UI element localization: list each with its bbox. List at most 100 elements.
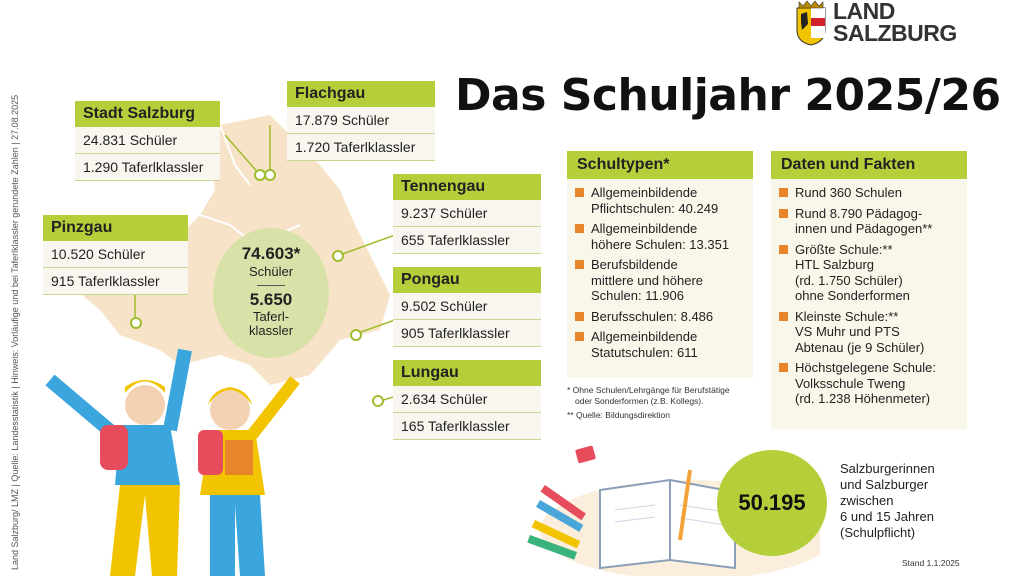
region-stadt-salzburg: Stadt Salzburg 24.831 Schüler 1.290 Tafe…: [75, 101, 220, 181]
sharpener-icon: [575, 445, 596, 464]
population-line: zwischen: [840, 493, 894, 508]
item-line: mittlere und höhere: [591, 272, 704, 288]
item-line: VS Muhr und PTS: [795, 324, 900, 339]
region-name: Pongau: [393, 267, 541, 293]
pencil-icon: [678, 469, 692, 541]
item-line: innen und Pädagogen**: [795, 221, 933, 236]
footnote: * Ohne Schulen/Lehrgänge für Berufstätig…: [567, 385, 730, 421]
item-line: Schulen: 11.906: [591, 288, 684, 303]
region-name: Stadt Salzburg: [75, 101, 220, 127]
item-line: HTL Salzburg: [795, 257, 874, 272]
list-item: Allgemeinbildende Pflichtschulen: 40.249: [575, 185, 745, 216]
item-line: Rund 360 Schulen: [795, 185, 902, 200]
item-line: Allgemeinbildende: [591, 329, 698, 344]
total-taferl-label-2: klassler: [248, 323, 294, 338]
region-schueler: 10.520 Schüler: [43, 241, 188, 268]
item-line: Allgemeinbildende: [591, 185, 698, 200]
list-item: Rund 8.790 Pädagog- innen und Pädagogen*…: [779, 206, 959, 237]
bullet-icon: [575, 224, 584, 233]
item-line: Abtenau (je 9 Schüler): [795, 339, 925, 355]
list-item: Höchstgelegene Schule: Volksschule Tweng…: [779, 360, 959, 407]
population-line: (Schulpflicht): [840, 525, 916, 540]
footnote-line: ** Quelle: Bildungsdirektion: [567, 410, 671, 420]
marker-pinzgau: [130, 317, 142, 329]
bullet-icon: [575, 332, 584, 341]
fakten-box: Daten und Fakten Rund 360 Schulen Rund 8…: [771, 151, 967, 429]
list-item: Rund 360 Schulen: [779, 185, 959, 201]
marker-stadt: [254, 169, 266, 181]
bullet-icon: [779, 188, 788, 197]
item-line: Berufsschulen: 8.486: [591, 308, 714, 324]
region-pongau: Pongau 9.502 Schüler 905 Taferlklassler: [393, 267, 541, 347]
region-taferl: 905 Taferlklassler: [393, 320, 541, 347]
region-lungau: Lungau 2.634 Schüler 165 Taferlklassler: [393, 360, 541, 440]
schultypen-list: Allgemeinbildende Pflichtschulen: 40.249…: [567, 179, 753, 371]
total-schueler-label: Schüler: [248, 264, 294, 279]
region-tennengau: Tennengau 9.237 Schüler 655 Taferlklassl…: [393, 174, 541, 254]
list-item: Allgemeinbildende Statutschulen: 611: [575, 329, 745, 360]
side-credit: Land Salzburg/ LMZ | Quelle: Landesstati…: [6, 40, 26, 570]
region-taferl: 1.290 Taferlklassler: [75, 154, 220, 181]
coat-of-arms-icon: [796, 0, 826, 46]
item-line: Rund 8.790 Pädagog-: [795, 205, 923, 221]
total-circle: 74.603* Schüler 5.650 Taferl- klassler: [213, 228, 329, 358]
list-item: Größte Schule:** HTL Salzburg (rd. 1.750…: [779, 242, 959, 304]
total-taferl-label-1: Taferl-: [252, 309, 290, 324]
bullet-icon: [575, 260, 584, 269]
region-name: Pinzgau: [43, 215, 188, 241]
list-item: Berufsschulen: 8.486: [575, 309, 745, 325]
item-line: (rd. 1.238 Höhenmeter): [795, 391, 931, 406]
connector-stadt: [224, 134, 261, 176]
bullet-icon: [575, 188, 584, 197]
list-item: Allgemeinbildende höhere Schulen: 13.351: [575, 221, 745, 252]
bullet-icon: [779, 244, 788, 254]
item-line: Allgemeinbildende: [591, 221, 698, 236]
list-item: Kleinste Schule:** VS Muhr und PTS Abten…: [779, 309, 959, 356]
region-taferl: 655 Taferlklassler: [393, 227, 541, 254]
region-schueler: 9.237 Schüler: [393, 200, 541, 227]
bullet-icon: [779, 363, 788, 372]
region-taferl: 1.720 Taferlklassler: [287, 134, 435, 161]
population-value: 50.195: [717, 450, 827, 556]
region-name: Flachgau: [287, 81, 435, 107]
item-line: Statutschulen: 611: [591, 344, 698, 360]
population-line: und Salzburger: [840, 477, 929, 492]
land-salzburg-logo: LAND SALZBURG: [793, 0, 993, 50]
connector-pongau: [357, 319, 396, 334]
total-taferl-value: 5.650: [249, 290, 293, 309]
list-item: Berufsbildende mittlere und höhere Schul…: [575, 257, 745, 304]
region-pinzgau: Pinzgau 10.520 Schüler 915 Taferlklassle…: [43, 215, 188, 295]
total-schueler-value: 74.603*: [241, 244, 301, 263]
side-credit-text: Land Salzburg/ LMZ | Quelle: Landesstati…: [10, 94, 20, 570]
fakten-list: Rund 360 Schulen Rund 8.790 Pädagog- inn…: [771, 179, 967, 418]
bullet-icon: [779, 311, 788, 321]
boy-figure: [45, 348, 192, 576]
item-line: Pflichtschulen: 40.249: [591, 200, 719, 216]
item-line: Höchstgelegene Schule:: [795, 360, 936, 375]
total-separator: [257, 285, 285, 286]
region-name: Lungau: [393, 360, 541, 386]
children-illustration: [45, 348, 300, 576]
population-line: Salzburgerinnen: [840, 461, 935, 476]
girl-figure: [198, 376, 300, 576]
item-line: ohne Sonderformen: [795, 288, 910, 303]
region-schueler: 17.879 Schüler: [287, 107, 435, 134]
bullet-icon: [575, 311, 584, 321]
region-schueler: 9.502 Schüler: [393, 293, 541, 320]
footnote-line: oder Sonderformen (z.B. Kollegs).: [575, 396, 704, 406]
crayons-icon: [527, 485, 586, 560]
logo-line-2: SALZBURG: [833, 20, 957, 46]
stand-date: Stand 1.1.2025: [902, 558, 960, 568]
bullet-icon: [779, 208, 788, 218]
region-taferl: 165 Taferlklassler: [393, 413, 541, 440]
region-schueler: 24.831 Schüler: [75, 127, 220, 154]
logo-line-1: LAND: [833, 0, 895, 24]
schultypen-title: Schultypen*: [567, 151, 753, 179]
population-line: 6 und 15 Jahren: [840, 509, 934, 524]
item-line: Volksschule Tweng: [795, 375, 906, 391]
marker-pongau: [350, 329, 362, 341]
region-flachgau: Flachgau 17.879 Schüler 1.720 Taferlklas…: [287, 81, 435, 161]
region-name: Tennengau: [393, 174, 541, 200]
population-description: Salzburgerinnen und Salzburger zwischen …: [840, 461, 980, 541]
marker-lungau: [372, 395, 384, 407]
